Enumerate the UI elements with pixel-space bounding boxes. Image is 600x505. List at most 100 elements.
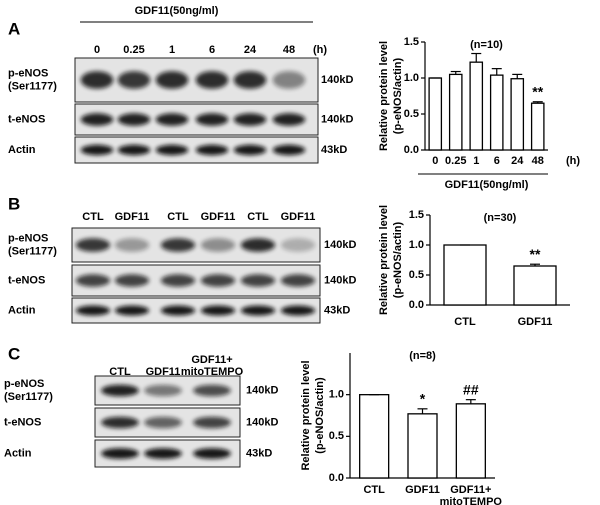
- x-tick-label: 1: [473, 155, 479, 167]
- blot-band: [75, 305, 111, 316]
- treatment-label: GDF11(50ng/ml): [135, 5, 219, 17]
- panel-letter: A: [8, 19, 20, 38]
- y-axis-label: Relative protein level: [300, 360, 312, 470]
- x-tick-label: GDF11+: [450, 484, 491, 496]
- blot-band: [75, 238, 111, 252]
- lane-label: CTL: [167, 211, 189, 223]
- blot-band: [101, 448, 139, 459]
- blot-band: [272, 71, 306, 89]
- blot-band: [193, 384, 231, 397]
- row-label: p-eNOS: [8, 67, 48, 79]
- y-tick-label: 1.5: [404, 36, 419, 48]
- size-label: 43kD: [324, 304, 350, 316]
- bar: [530, 102, 545, 151]
- blot-band: [160, 238, 196, 252]
- y-tick-label: 0.0: [329, 472, 344, 484]
- blot-band: [80, 71, 114, 89]
- y-tick-label: 1.0: [404, 72, 419, 84]
- lane-label: 48: [283, 44, 295, 56]
- bar: [513, 265, 557, 306]
- lane-label: GDF11: [281, 211, 316, 223]
- lane-label: 24: [244, 44, 257, 56]
- blot-band: [117, 113, 151, 126]
- y-tick-label: 1.0: [329, 389, 344, 401]
- blot-band: [240, 238, 276, 252]
- lane-label: 0: [94, 44, 100, 56]
- bar: [489, 74, 504, 151]
- bar: [455, 403, 486, 479]
- lane-unit: (h): [313, 44, 327, 56]
- size-label: 43kD: [246, 447, 272, 459]
- size-label: 140kD: [324, 274, 356, 286]
- chart-title: (n=8): [409, 350, 436, 362]
- size-label: 140kD: [246, 416, 278, 428]
- blot-band: [101, 384, 139, 397]
- y-tick-label: 1.5: [409, 209, 424, 221]
- bar: [510, 78, 525, 151]
- blot-band: [114, 238, 150, 252]
- blot-band: [272, 144, 306, 156]
- chart-title: (n=30): [484, 212, 517, 224]
- y-axis-label: (p-eNOS/actin): [314, 377, 326, 454]
- blot-band: [233, 113, 267, 126]
- chart-title: (n=10): [470, 39, 503, 51]
- x-tick-label: GDF11: [405, 484, 440, 496]
- bar: [443, 244, 487, 306]
- blot-band: [233, 144, 267, 156]
- blot-band: [155, 71, 189, 89]
- blot-band: [117, 144, 151, 156]
- row-label: Actin: [4, 447, 32, 459]
- row-label: p-eNOS: [8, 232, 48, 244]
- bar: [469, 61, 484, 151]
- x-tick-label: 48: [532, 155, 544, 167]
- blot-band: [200, 274, 236, 287]
- lane-label: GDF11+: [191, 354, 232, 366]
- y-tick-label: 0.0: [404, 144, 419, 156]
- blot-band: [233, 71, 267, 89]
- blot-band: [280, 238, 316, 252]
- x-tick-label: 0: [432, 155, 438, 167]
- blot-band: [200, 238, 236, 252]
- blot-band: [195, 144, 229, 156]
- lane-label: 1: [169, 44, 175, 56]
- x-tick-label: CTL: [363, 484, 385, 496]
- x-unit: (h): [566, 155, 580, 167]
- blot-band: [80, 113, 114, 126]
- y-tick-label: 0.0: [409, 299, 424, 311]
- blot-band: [101, 416, 139, 429]
- row-label: t-eNOS: [8, 274, 45, 286]
- row-label: Actin: [8, 304, 36, 316]
- blot-band: [144, 384, 182, 397]
- bar: [359, 394, 390, 479]
- bar: [407, 413, 438, 479]
- y-axis-label: (p-eNOS/actin): [392, 57, 404, 134]
- blot-band: [195, 113, 229, 126]
- bar: [428, 77, 443, 151]
- blot-band: [160, 274, 196, 287]
- lane-label: 0.25: [123, 44, 144, 56]
- blot-band: [240, 274, 276, 287]
- lane-label: CTL: [82, 211, 104, 223]
- row-label: t-eNOS: [4, 416, 41, 428]
- x-tick-label: 24: [511, 155, 524, 167]
- lane-label: GDF11: [146, 366, 181, 378]
- bar: [448, 73, 463, 151]
- size-label: 140kD: [321, 113, 353, 125]
- significance: **: [532, 83, 543, 99]
- row-label: p-eNOS: [4, 378, 44, 390]
- y-axis-label: Relative protein level: [378, 41, 390, 151]
- x-tick-label: GDF11: [518, 316, 553, 328]
- panel-letter: C: [8, 344, 20, 363]
- blot-band: [114, 274, 150, 287]
- lane-label: mitoTEMPO: [181, 366, 244, 378]
- blot-band: [114, 305, 150, 316]
- blot-band: [193, 448, 231, 459]
- row-label: Actin: [8, 144, 36, 156]
- blot-band: [144, 448, 182, 459]
- lane-label: CTL: [247, 211, 269, 223]
- blot-row: [71, 297, 321, 324]
- x-axis-label: GDF11(50ng/ml): [445, 179, 529, 191]
- x-tick-label: CTL: [454, 316, 476, 328]
- y-tick-label: 0.5: [329, 430, 344, 442]
